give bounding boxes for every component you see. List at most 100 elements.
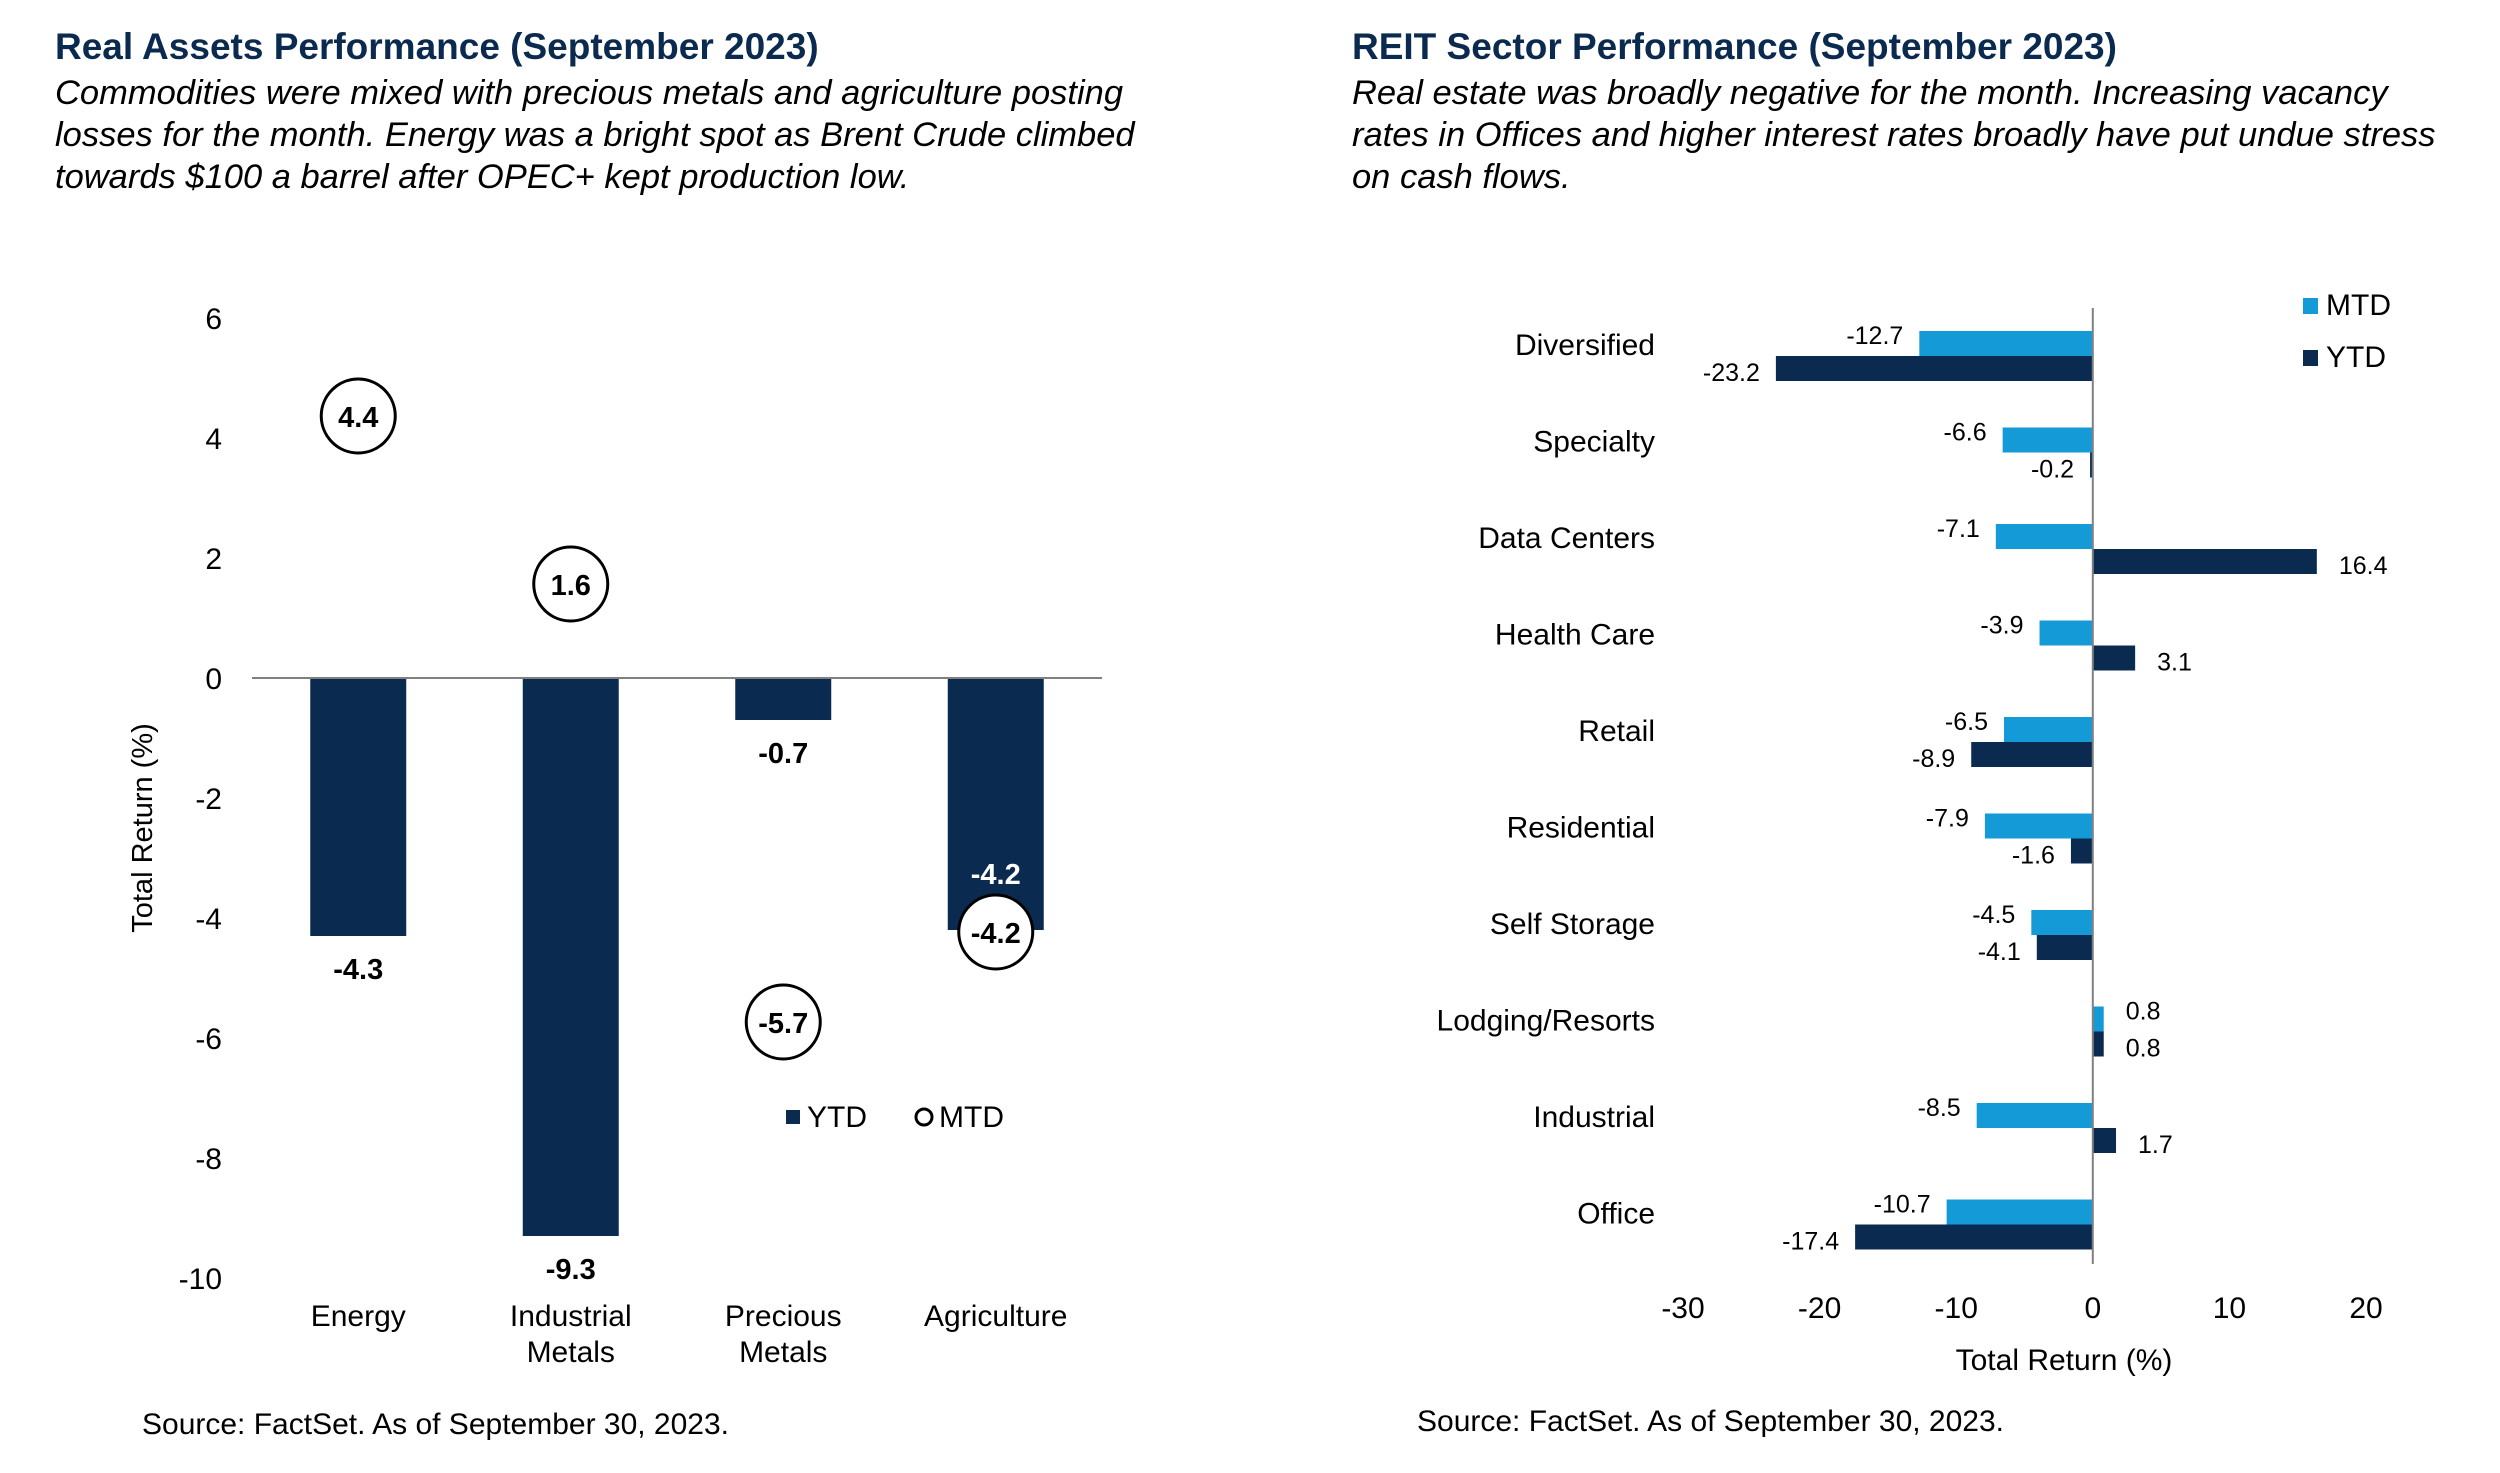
ytd-bar	[2090, 452, 2093, 478]
category-label: Lodging/Resorts	[1437, 1005, 1655, 1038]
left-chart-title: Real Assets Performance (September 2023)	[55, 26, 819, 67]
ytd-data-label: -0.2	[2031, 456, 2074, 484]
ytd-bar	[522, 678, 619, 1236]
ytd-data-label: -4.2	[971, 859, 1021, 891]
ytd-data-label: 1.7	[2138, 1131, 2173, 1159]
mtd-data-label: -5.7	[758, 1008, 808, 1040]
y-tick-label: -8	[195, 1143, 222, 1176]
mtd-bar	[2031, 910, 2093, 935]
mtd-bar	[1946, 1199, 2093, 1225]
ytd-bar	[2036, 935, 2093, 960]
mtd-data-label: -12.7	[1846, 322, 1903, 350]
left-source-note: Source: FactSet. As of September 30, 202…	[142, 1408, 730, 1441]
mtd-marker	[957, 893, 1035, 971]
category-label: Retail	[1578, 715, 1655, 748]
ytd-data-label: -9.3	[546, 1254, 596, 1286]
mtd-bar	[1995, 524, 2093, 549]
ytd-data-label: -4.3	[333, 954, 383, 986]
y-tick-label: 6	[205, 303, 222, 336]
mtd-marker	[319, 377, 397, 455]
ytd-data-label: -23.2	[1703, 359, 1760, 387]
left-subtitle-line-2: losses for the month. Energy was a brigh…	[55, 116, 1135, 154]
y-tick-label: 4	[205, 423, 222, 456]
legend-ytd-label: YTD	[2326, 341, 2386, 374]
legend-mtd-label: MTD	[939, 1101, 1004, 1134]
mtd-bar	[1984, 813, 2093, 839]
category-label: Energy	[311, 1300, 406, 1333]
ytd-bar	[1855, 1224, 2093, 1250]
legend-ytd-label: YTD	[807, 1101, 867, 1134]
real-assets-chart: 6 4 2 0 -2 -4 -6 -8 -10 Total Return (%) -4.3 -9.3 -…	[127, 303, 1102, 1369]
right-subtitle-line-2: rates in Offices and higher interest rat…	[1352, 116, 2436, 154]
legend-mtd-swatch	[2303, 298, 2318, 314]
category-label: Diversified	[1515, 329, 1655, 362]
x-tick-label: -10	[1935, 1292, 1978, 1325]
mtd-data-label: 4.4	[338, 402, 378, 434]
mtd-data-label: -10.7	[1874, 1191, 1931, 1219]
legend-ytd-swatch	[786, 1110, 800, 1124]
mtd-bar	[1976, 1103, 2093, 1128]
mtd-bar	[2002, 427, 2093, 453]
mtd-data-label: -3.9	[1980, 612, 2023, 640]
ytd-data-label: 3.1	[2157, 649, 2192, 677]
y-tick-label: -10	[179, 1263, 222, 1296]
x-tick-label: 10	[2213, 1292, 2246, 1325]
category-label: Residential	[1507, 812, 1655, 845]
legend-mtd-swatch	[914, 1107, 934, 1127]
mtd-bar	[2092, 1006, 2104, 1032]
mtd-marker	[744, 983, 822, 1061]
ytd-bar	[1971, 742, 2093, 767]
ytd-bar	[735, 678, 832, 720]
right-chart-title: REIT Sector Performance (September 2023)	[1352, 26, 2117, 67]
ytd-bar	[2070, 838, 2093, 864]
right-subtitle-line-3: on cash flows.	[1352, 158, 1571, 196]
mtd-data-label: 0.8	[2126, 998, 2161, 1026]
ytd-data-label: -1.6	[2012, 842, 2055, 870]
category-label: Precious	[725, 1300, 842, 1333]
ytd-data-label: -17.4	[1782, 1228, 1839, 1256]
x-tick-label: 0	[2084, 1292, 2101, 1325]
right-subtitle-line-1: Real estate was broadly negative for the…	[1352, 74, 2388, 112]
reit-sector-chart: Diversified -12.7 -23.2 Specialty -6.6 -0.2 Da…	[1437, 289, 2391, 1377]
category-label: Data Centers	[1478, 522, 1655, 555]
x-tick-label: 20	[2349, 1292, 2382, 1325]
category-label: Agriculture	[924, 1300, 1067, 1333]
category-label: Industrial	[1533, 1101, 1655, 1134]
ytd-bar	[2092, 1031, 2104, 1057]
mtd-data-label: -7.9	[1926, 805, 1969, 833]
ytd-data-label: 0.8	[2126, 1035, 2161, 1063]
category-label: Health Care	[1495, 619, 1655, 652]
ytd-bar	[947, 678, 1044, 930]
category-label: Metals	[527, 1336, 615, 1369]
mtd-bar	[2039, 620, 2093, 646]
left-subtitle-line-3: towards $100 a barrel after OPEC+ kept p…	[55, 158, 910, 196]
y-tick-label: -6	[195, 1023, 222, 1056]
ytd-data-label: -8.9	[1912, 745, 1955, 773]
x-tick-label: -20	[1798, 1292, 1841, 1325]
ytd-data-label: -0.7	[758, 738, 808, 770]
mtd-data-label: -4.2	[971, 918, 1021, 950]
ytd-data-label: 16.4	[2339, 552, 2388, 580]
mtd-bar	[1919, 331, 2093, 356]
mtd-data-label: -6.6	[1944, 419, 1987, 447]
y-tick-label: 2	[205, 543, 222, 576]
ytd-data-label: -4.1	[1978, 938, 2021, 966]
mtd-data-label: 1.6	[551, 570, 591, 602]
left-chart-subtitle: Commodities were mixed with precious met…	[55, 72, 1135, 198]
mtd-data-label: -6.5	[1945, 708, 1988, 736]
ytd-bar	[310, 678, 407, 936]
ytd-bar	[1775, 356, 2093, 381]
right-chart-subtitle: Real estate was broadly negative for the…	[1352, 72, 2436, 198]
mtd-bar	[2004, 717, 2093, 742]
mtd-marker	[532, 545, 610, 623]
x-axis-title: Total Return (%)	[1956, 1344, 2173, 1377]
mtd-data-label: -7.1	[1937, 515, 1980, 543]
category-label: Office	[1577, 1198, 1655, 1231]
y-tick-label: -4	[195, 903, 222, 936]
y-tick-label: -2	[195, 783, 222, 816]
mtd-data-label: -4.5	[1972, 901, 2015, 929]
legend-ytd-swatch	[2303, 350, 2318, 366]
x-tick-label: -30	[1661, 1292, 1704, 1325]
ytd-bar	[2092, 549, 2317, 574]
